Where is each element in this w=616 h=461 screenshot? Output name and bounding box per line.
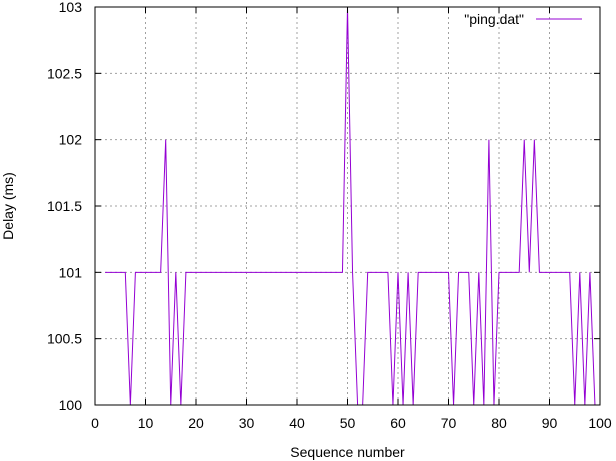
grid: [95, 7, 600, 405]
x-tick-label: 70: [441, 415, 457, 431]
legend: "ping.dat": [464, 11, 582, 27]
x-tick-label: 50: [340, 415, 356, 431]
x-tick-label: 80: [491, 415, 507, 431]
y-tick-label: 101.5: [47, 198, 82, 214]
x-tick-label: 20: [188, 415, 204, 431]
y-tick-label: 101: [59, 264, 83, 280]
series-layer: [105, 6, 596, 406]
x-tick-label: 90: [542, 415, 558, 431]
y-tick-label: 100.5: [47, 331, 82, 347]
x-axis-label: Sequence number: [290, 444, 405, 460]
y-tick-label: 102: [59, 132, 83, 148]
y-axis-label: Delay (ms): [0, 172, 16, 240]
y-tick-label: 103: [59, 0, 83, 15]
y-tick-label: 102.5: [47, 65, 82, 81]
y-tick-label: 100: [59, 397, 83, 413]
x-tick-label: 60: [390, 415, 406, 431]
x-tick-label: 40: [289, 415, 305, 431]
ticks: 0 10 20 30 40 50 60 70 80 90 100 100 100.5 101 101.5 10…: [47, 0, 612, 431]
x-tick-label: 10: [138, 415, 154, 431]
x-tick-label: 30: [239, 415, 255, 431]
legend-label: "ping.dat": [464, 11, 524, 27]
x-tick-label: 100: [588, 415, 612, 431]
x-tick-label: 0: [91, 415, 99, 431]
series-line: [105, 6, 596, 406]
